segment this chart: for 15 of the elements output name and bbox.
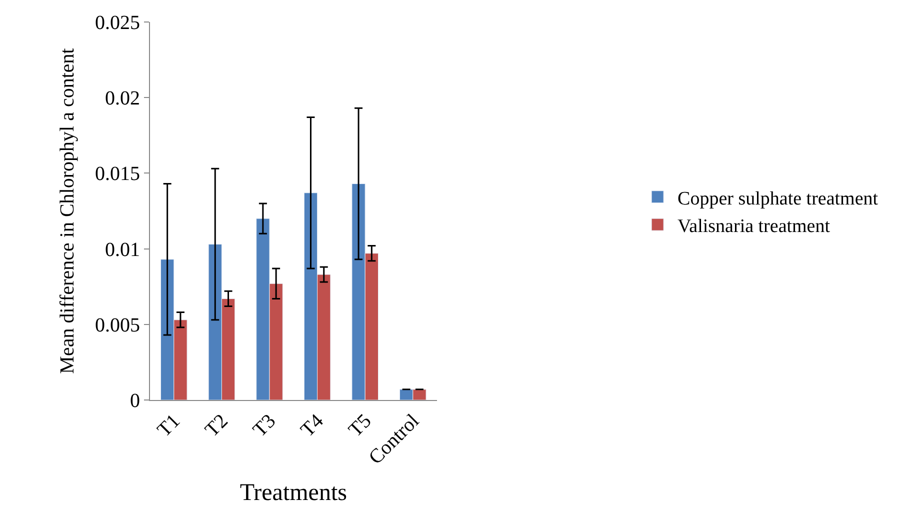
y-tick-label: 0.015 xyxy=(95,163,140,186)
x-tick-label: T2 xyxy=(201,410,232,442)
x-tick-label: T1 xyxy=(153,410,185,442)
y-axis-title: Mean difference in Chlorophyl a content xyxy=(56,48,78,374)
x-tick-label: T5 xyxy=(344,410,376,442)
x-tick-label: T4 xyxy=(296,410,328,442)
legend-label: Copper sulphate treatment xyxy=(678,188,879,210)
y-tick-label: 0.025 xyxy=(95,12,140,34)
y-tick-label: 0 xyxy=(130,390,140,412)
y-tick-label: 0.005 xyxy=(95,314,140,336)
x-axis-title: Treatments xyxy=(240,480,347,506)
legend-label: Valisnaria treatment xyxy=(678,216,831,237)
x-tick-label: T3 xyxy=(248,410,280,442)
y-tick-label: 0.02 xyxy=(105,88,140,110)
y-tick-label: 0.01 xyxy=(105,238,140,261)
